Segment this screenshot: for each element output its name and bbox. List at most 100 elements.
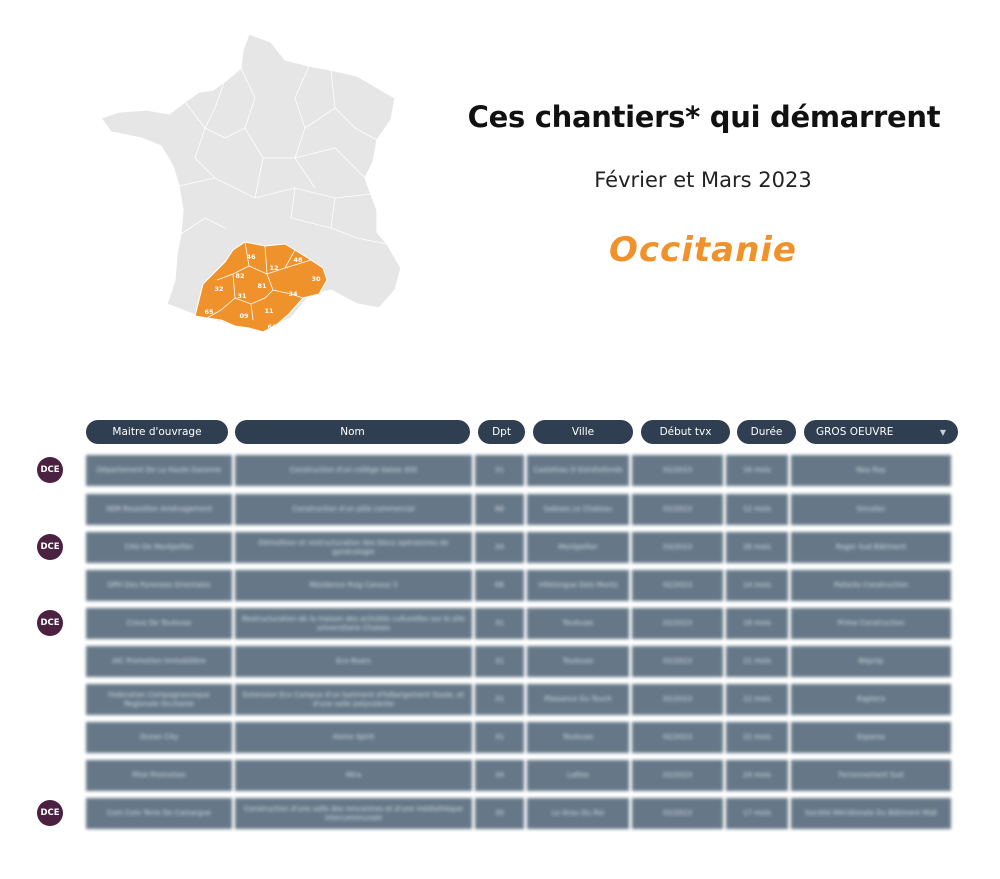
department-borders xyxy=(178,65,388,245)
cell-maitre-ouvrage: AIC Promotion Immobilière xyxy=(86,646,232,677)
table-row[interactable]: AIC Promotion Immobilière Eco Roars 31 Toul… xyxy=(86,646,954,677)
cell-maitre-ouvrage: SEM Roussillon Aménagement xyxy=(86,494,232,525)
table-row[interactable]: Crous De Toulouse Restructuration de la m… xyxy=(86,608,954,639)
cell-nom: Mira xyxy=(235,760,472,791)
table-row[interactable]: Com Com Terre De Camargue Construction d'… xyxy=(86,798,954,829)
cell-dpt: 31 xyxy=(475,455,524,486)
cell-ville: Toulouse xyxy=(527,646,629,677)
table-row[interactable]: Federation Compagnonnique Regionale Occi… xyxy=(86,684,954,715)
cell-maitre-ouvrage: OPH Des Pyrenees Orientales xyxy=(86,570,232,601)
column-header-nom[interactable]: Nom xyxy=(235,420,470,444)
lot-filter-value: GROS OEUVRE xyxy=(816,426,894,438)
cell-duree: 18 mois xyxy=(726,608,788,639)
cell-ville: Villelongue Dels Monts xyxy=(527,570,629,601)
column-header-ville[interactable]: Ville xyxy=(533,420,633,444)
cell-duree: 14 mois xyxy=(726,570,788,601)
cell-entreprise: Société Méridionale Du Bâtiment Midi xyxy=(791,798,951,829)
cell-ville: Saleses Le Chateau xyxy=(527,494,629,525)
cell-duree: 24 mois xyxy=(726,760,788,791)
column-header-maitre-ouvrage[interactable]: Maitre d'ouvrage xyxy=(86,420,228,444)
table-row[interactable]: CHU De Montpellier Démolition et restruct… xyxy=(86,532,954,563)
cell-ville: Toulouse xyxy=(527,722,629,753)
cell-debut-tvx: 02/2023 xyxy=(632,798,723,829)
cell-ville: Plaisance Du Touch xyxy=(527,684,629,715)
cell-duree: 12 mois xyxy=(726,494,788,525)
dept-65: 65 xyxy=(204,308,214,316)
cell-debut-tvx: 02/2023 xyxy=(632,494,723,525)
cell-maitre-ouvrage: Federation Compagnonnique Regionale Occi… xyxy=(86,684,232,715)
cell-debut-tvx: 03/2023 xyxy=(632,532,723,563)
cell-duree: 21 mois xyxy=(726,646,788,677)
chevron-down-icon: ▼ xyxy=(939,427,946,437)
cell-ville: Castelnau D Estrétefonds xyxy=(527,455,629,486)
dept-12: 12 xyxy=(269,264,278,272)
dept-66: 66 xyxy=(267,323,277,331)
dept-32: 32 xyxy=(214,285,223,293)
cell-debut-tvx: 02/2023 xyxy=(632,455,723,486)
cell-maitre-ouvrage: Crous De Toulouse xyxy=(86,608,232,639)
table-row[interactable]: Pitot Promotion Mira 34 Lattes 02/2023 24 moi… xyxy=(86,760,954,791)
cell-nom: Résidence Puig Canouz 3 xyxy=(235,570,472,601)
page-subtitle: Février et Mars 2023 xyxy=(594,168,812,192)
cell-entreprise: Esparsa xyxy=(791,722,951,753)
cell-nom: Démolition et restructuration des blocs … xyxy=(235,532,472,563)
cell-debut-tvx: 02/2023 xyxy=(632,646,723,677)
lot-filter-select[interactable]: GROS OEUVRE ▼ xyxy=(804,420,958,444)
cell-dpt: 66 xyxy=(475,494,524,525)
cell-nom: Construction d'un collège basse 300 xyxy=(235,455,472,486)
cell-dpt: 31 xyxy=(475,646,524,677)
cell-debut-tvx: 02/2023 xyxy=(632,608,723,639)
cell-ville: Le Grau Du Roi xyxy=(527,798,629,829)
dce-badge[interactable]: DCE xyxy=(37,457,63,483)
dept-31: 31 xyxy=(237,292,247,300)
cell-maitre-ouvrage: CHU De Montpellier xyxy=(86,532,232,563)
cell-nom: Extension Eco Campus d'un batiment d'héb… xyxy=(235,684,472,715)
cell-nom: Construction d'une salle des rencontres … xyxy=(235,798,472,829)
column-header-debut-tvx[interactable]: Début tvx xyxy=(641,420,730,444)
table-row[interactable]: Ocean City Home Spirit 31 Toulouse 02/2023 22… xyxy=(86,722,954,753)
cell-nom: Home Spirit xyxy=(235,722,472,753)
cell-ville: Montpellier xyxy=(527,532,629,563)
cell-entreprise: Sincelec xyxy=(791,494,951,525)
cell-duree: 12 mois xyxy=(726,684,788,715)
dce-badge[interactable]: DCE xyxy=(37,800,63,826)
occitanie-map: 46 48 12 82 30 81 32 34 31 65 09 11 66 xyxy=(100,33,402,333)
cell-entreprise: Roger Sud Bâtiment xyxy=(791,532,951,563)
dept-81: 81 xyxy=(257,282,267,290)
cell-dpt: 31 xyxy=(475,722,524,753)
cell-duree: 22 mois xyxy=(726,722,788,753)
dept-82: 82 xyxy=(235,272,244,280)
dept-34: 34 xyxy=(288,290,298,298)
dept-09: 09 xyxy=(239,312,249,320)
cell-duree: 26 mois xyxy=(726,532,788,563)
cell-entreprise: Bépnip xyxy=(791,646,951,677)
cell-entreprise: Raptera xyxy=(791,684,951,715)
dept-30: 30 xyxy=(311,275,321,283)
cell-ville: Lattes xyxy=(527,760,629,791)
table-row[interactable]: OPH Des Pyrenees Orientales Résidence Pui… xyxy=(86,570,954,601)
cell-maitre-ouvrage: Pitot Promotion xyxy=(86,760,232,791)
dce-badge[interactable]: DCE xyxy=(37,534,63,560)
cell-nom: Construction d'un pôle commercial xyxy=(235,494,472,525)
column-header-dpt[interactable]: Dpt xyxy=(478,420,525,444)
cell-entreprise: Pallarès Construction xyxy=(791,570,951,601)
cell-nom: Eco Roars xyxy=(235,646,472,677)
cell-debut-tvx: 02/2023 xyxy=(632,570,723,601)
cell-maitre-ouvrage: Département De La Haute Garonne xyxy=(86,455,232,486)
cell-entreprise: Ferronnement Sud xyxy=(791,760,951,791)
cell-dpt: 66 xyxy=(475,570,524,601)
cell-debut-tvx: 02/2023 xyxy=(632,722,723,753)
dept-48: 48 xyxy=(293,256,303,264)
column-header-duree[interactable]: Durée xyxy=(737,420,796,444)
cell-dpt: 31 xyxy=(475,684,524,715)
cell-maitre-ouvrage: Com Com Terre De Camargue xyxy=(86,798,232,829)
cell-entreprise: Nea Ray xyxy=(791,455,951,486)
table-row[interactable]: Département De La Haute Garonne Construct… xyxy=(86,455,954,486)
cell-dpt: 34 xyxy=(475,532,524,563)
cell-debut-tvx: 02/2023 xyxy=(632,760,723,791)
table-row[interactable]: SEM Roussillon Aménagement Construction d… xyxy=(86,494,954,525)
dce-badge[interactable]: DCE xyxy=(37,610,63,636)
cell-ville: Toulouse xyxy=(527,608,629,639)
cell-dpt: 30 xyxy=(475,798,524,829)
cell-maitre-ouvrage: Ocean City xyxy=(86,722,232,753)
